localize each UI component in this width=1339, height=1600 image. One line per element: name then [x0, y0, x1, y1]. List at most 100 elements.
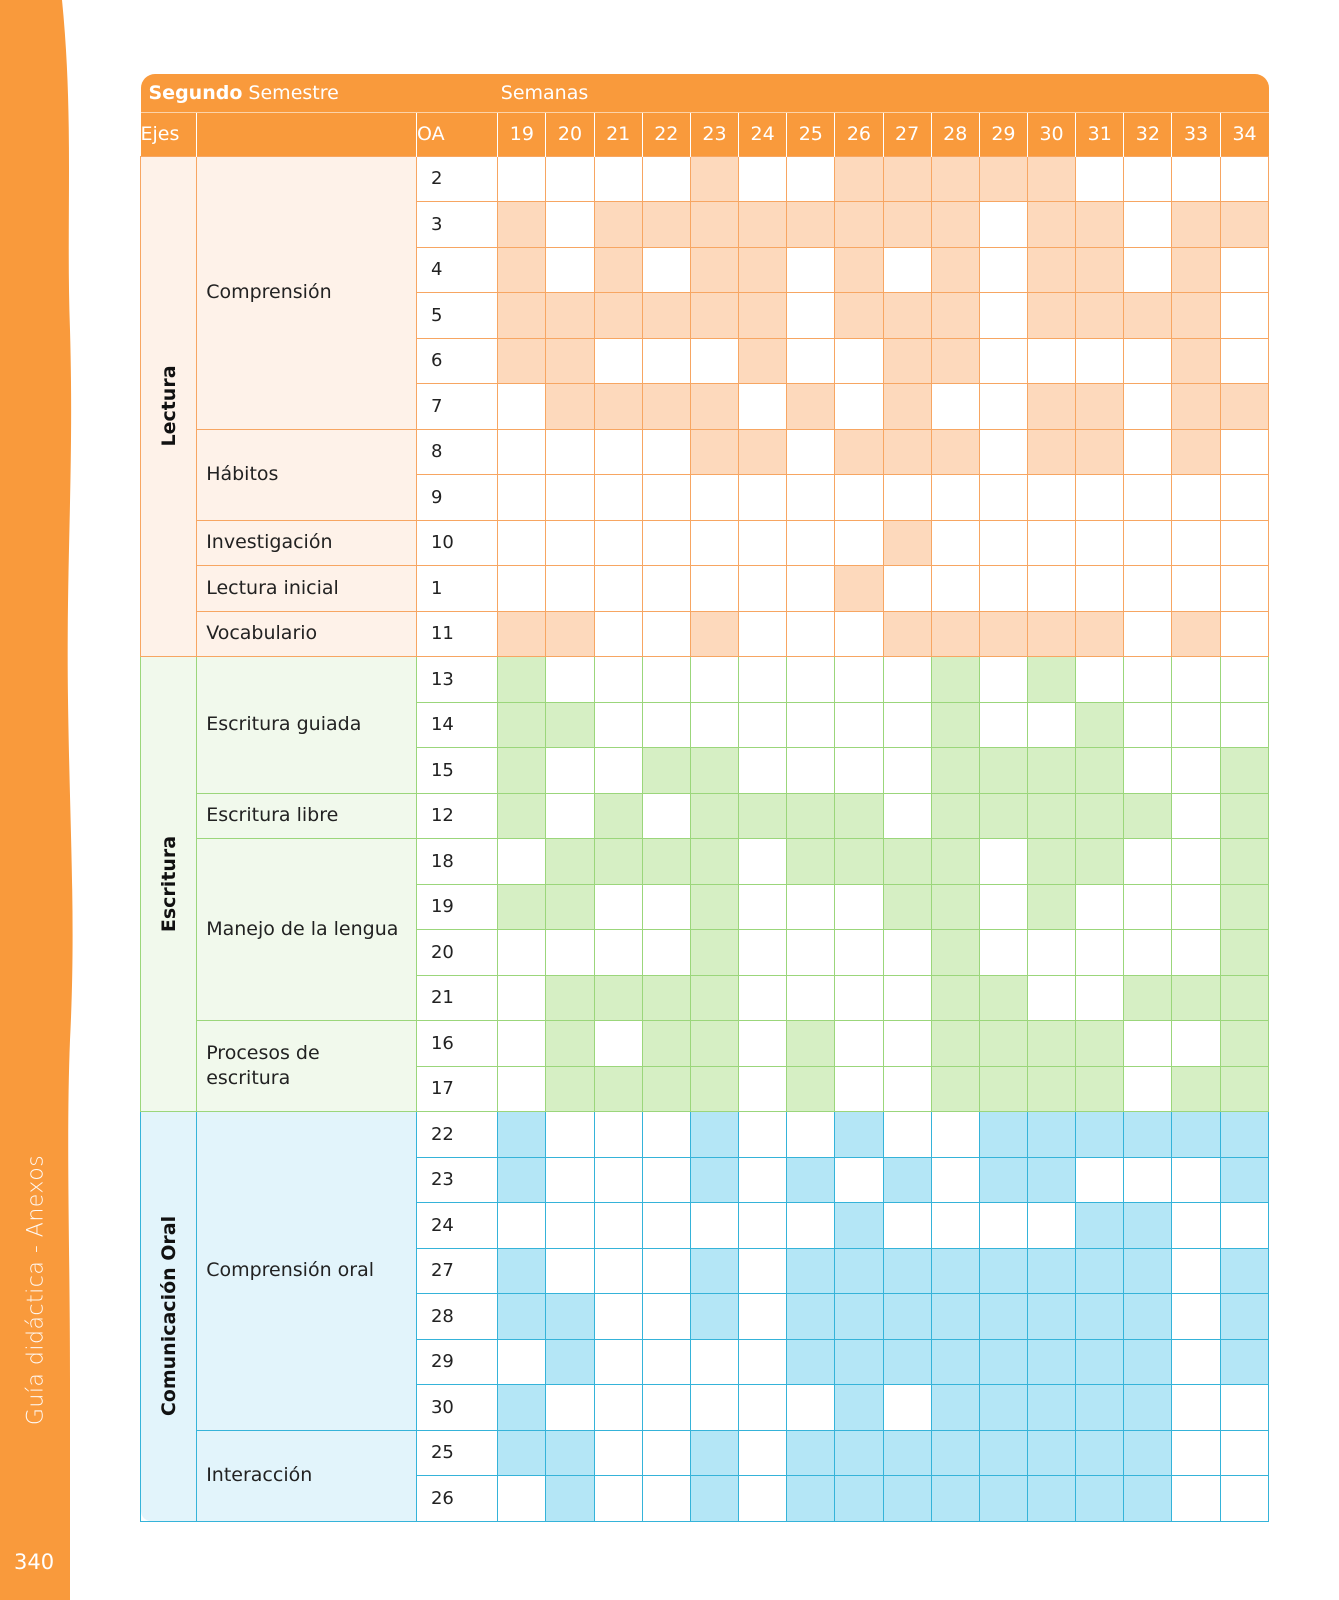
week-cell-marked: [1075, 747, 1125, 794]
week-cell-empty: [593, 1156, 643, 1203]
week-cell-marked: [689, 155, 740, 202]
week-cell-empty: [978, 474, 1028, 521]
week-cell-empty: [834, 1020, 884, 1067]
week-cell-empty: [978, 656, 1028, 703]
week-cell-marked: [545, 1293, 595, 1340]
week-cell-marked: [978, 1338, 1028, 1385]
table-row: 3: [141, 201, 1270, 248]
week-cell-marked: [786, 1020, 836, 1067]
week-cell-marked: [689, 1156, 740, 1203]
week-header-20: 20: [545, 111, 595, 156]
week-cell-marked: [1075, 1247, 1125, 1294]
week-cell-marked: [1219, 929, 1270, 976]
week-cell-marked: [930, 1020, 980, 1067]
week-cell-marked: [1026, 1429, 1077, 1476]
week-cell-marked: [978, 1384, 1028, 1431]
column-header-row: Ejes OA 19 20 21 22 23 24 25 26 27 28 29 30 31 32 33 34: [140, 111, 1269, 156]
subaxis-label: Comprensión oral: [196, 1111, 417, 1431]
week-cell-empty: [738, 1111, 788, 1158]
week-cell-marked: [1171, 428, 1221, 475]
ejes-header: Ejes: [140, 111, 197, 156]
week-cell-empty: [738, 1065, 788, 1112]
week-cell-empty: [978, 883, 1028, 930]
week-cell-empty: [978, 1202, 1028, 1249]
axis-cell: Escritura: [139, 656, 198, 1112]
week-cell-marked: [545, 337, 595, 384]
oa-number: 17: [415, 1065, 499, 1112]
oa-number: 4: [415, 246, 499, 293]
week-cell-marked: [545, 1065, 595, 1112]
week-cell-marked: [834, 155, 884, 202]
week-cell-empty: [834, 1065, 884, 1112]
week-cell-empty: [1219, 292, 1270, 339]
week-cell-marked: [882, 1247, 932, 1294]
oa-number: 27: [415, 1247, 499, 1294]
week-cell-marked: [689, 1065, 740, 1112]
week-cell-marked: [1075, 246, 1125, 293]
week-cell-empty: [978, 428, 1028, 475]
week-cell-empty: [1219, 428, 1270, 475]
week-cell-empty: [882, 1065, 932, 1112]
week-cell-marked: [1171, 337, 1221, 384]
oa-number: 19: [415, 883, 499, 930]
week-cell-empty: [786, 474, 836, 521]
week-cell-empty: [786, 1384, 836, 1431]
subaxis-label: Lectura inicial: [196, 565, 417, 612]
week-cell-empty: [1026, 929, 1077, 976]
week-cell-marked: [1075, 428, 1125, 475]
page-number: 340: [14, 1550, 55, 1574]
week-cell-marked: [593, 838, 643, 885]
week-cell-marked: [593, 974, 643, 1021]
week-cell-empty: [930, 1156, 980, 1203]
oa-number: 26: [415, 1475, 499, 1522]
week-cell-empty: [593, 1293, 643, 1340]
week-cell-marked: [834, 1475, 884, 1522]
week-cell-empty: [1075, 1156, 1125, 1203]
week-cell-empty: [497, 838, 547, 885]
week-cell-empty: [1075, 883, 1125, 930]
week-cell-marked: [1075, 1202, 1125, 1249]
week-cell-marked: [786, 838, 836, 885]
week-cell-marked: [545, 1338, 595, 1385]
week-cell-empty: [834, 610, 884, 657]
week-cell-marked: [978, 747, 1028, 794]
week-cell-empty: [1219, 337, 1270, 384]
week-cell-empty: [1075, 974, 1125, 1021]
week-cell-empty: [738, 1293, 788, 1340]
week-cell-empty: [593, 747, 643, 794]
week-cell-empty: [593, 610, 643, 657]
week-cell-empty: [786, 656, 836, 703]
side-band-shape: [0, 0, 73, 1600]
week-cell-empty: [497, 1475, 547, 1522]
week-cell-marked: [1219, 883, 1270, 930]
week-cell-empty: [738, 1384, 788, 1431]
semester-title-bold: Segundo: [148, 81, 243, 104]
week-cell-empty: [1075, 519, 1125, 566]
week-cell-marked: [738, 792, 788, 839]
week-cell-marked: [1219, 1247, 1270, 1294]
week-cell-empty: [1123, 201, 1173, 248]
week-cell-empty: [1219, 701, 1270, 748]
week-cell-empty: [689, 656, 740, 703]
week-cell-empty: [738, 383, 788, 430]
week-cell-empty: [545, 201, 595, 248]
week-cell-empty: [1026, 974, 1077, 1021]
week-header-30: 30: [1026, 111, 1076, 156]
week-cell-marked: [882, 610, 932, 657]
week-cell-marked: [689, 292, 740, 339]
week-cell-marked: [738, 246, 788, 293]
week-cell-empty: [497, 1020, 547, 1067]
week-cell-empty: [1171, 519, 1221, 566]
week-cell-marked: [497, 337, 547, 384]
week-cell-marked: [497, 1111, 547, 1158]
week-cell-empty: [641, 1202, 691, 1249]
table-row: Comunicación Oral Comprensión oral 22: [139, 1111, 1270, 1522]
week-cell-marked: [834, 246, 884, 293]
week-header-31: 31: [1075, 111, 1124, 156]
oa-number: 1: [415, 565, 499, 612]
week-cell-marked: [1026, 201, 1077, 248]
week-cell-marked: [1075, 1338, 1125, 1385]
week-cell-empty: [1123, 929, 1173, 976]
side-label: Guía didáctica - Anexos: [23, 1154, 49, 1426]
table-row: 29: [141, 1338, 1270, 1385]
